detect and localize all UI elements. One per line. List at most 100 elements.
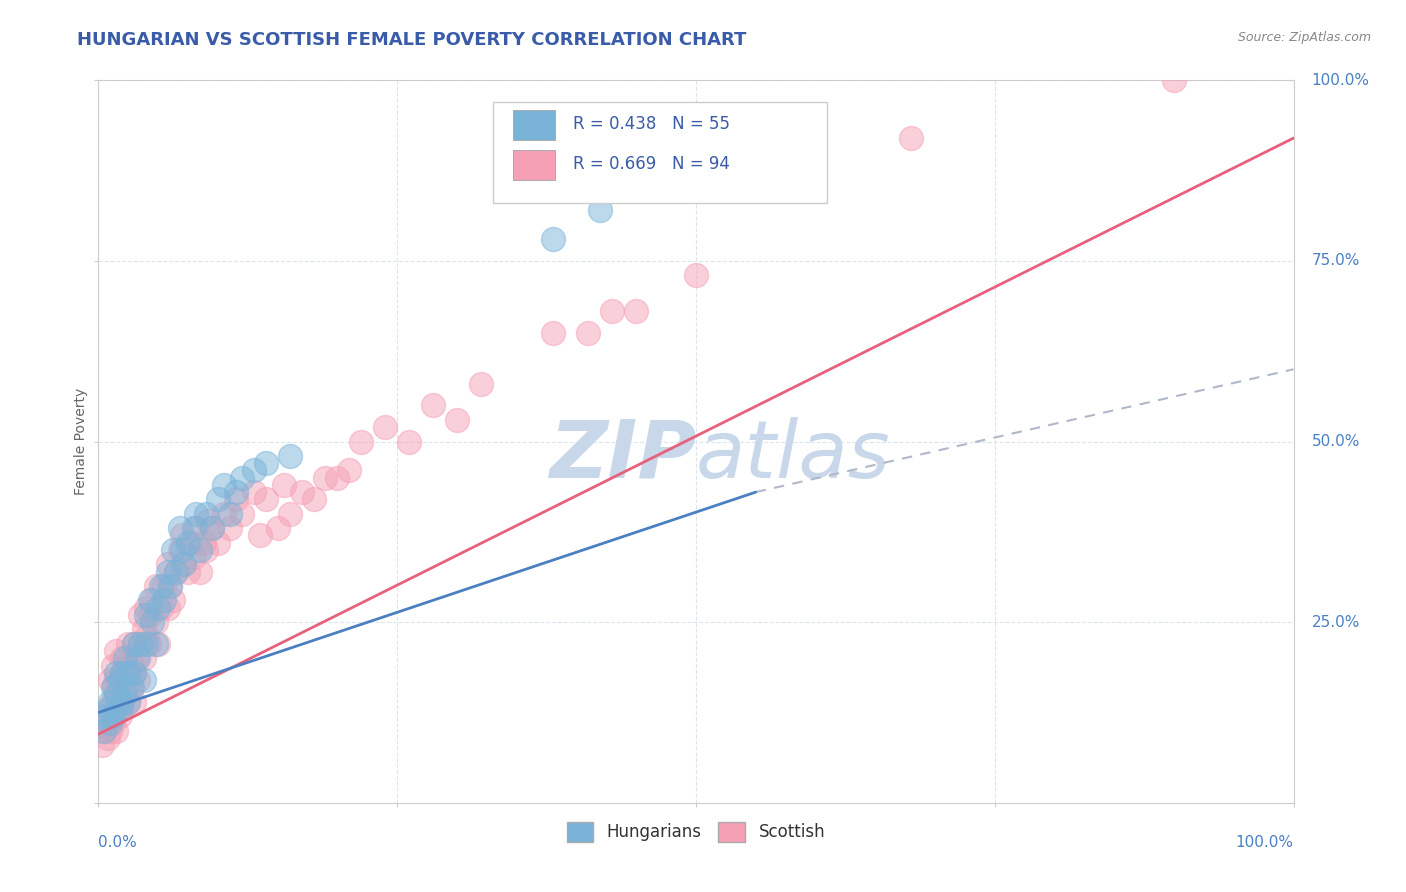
Point — [124, 665, 146, 680]
Text: R = 0.669   N = 94: R = 0.669 N = 94 — [572, 155, 730, 173]
Point — [111, 665, 134, 680]
Point — [101, 695, 124, 709]
Point — [422, 398, 444, 412]
Point — [141, 615, 163, 630]
Point — [231, 470, 253, 484]
Point — [121, 680, 143, 694]
Point — [129, 637, 152, 651]
Point — [141, 593, 163, 607]
Point — [186, 507, 208, 521]
Point — [219, 521, 242, 535]
Point — [114, 658, 136, 673]
Point — [114, 651, 136, 665]
Point — [138, 637, 160, 651]
Point — [231, 507, 253, 521]
Point — [111, 673, 134, 687]
Point — [193, 535, 215, 549]
Point — [121, 658, 143, 673]
Point — [177, 535, 200, 549]
Point — [302, 492, 325, 507]
Point — [139, 593, 162, 607]
Point — [124, 665, 146, 680]
Point — [108, 702, 131, 716]
Text: 50.0%: 50.0% — [1312, 434, 1360, 449]
Text: 100.0%: 100.0% — [1236, 835, 1294, 850]
Point — [145, 615, 167, 630]
Point — [101, 658, 124, 673]
Y-axis label: Female Poverty: Female Poverty — [75, 388, 89, 495]
Point — [117, 665, 139, 680]
Point — [132, 623, 155, 637]
Point — [105, 687, 128, 701]
Point — [243, 463, 266, 477]
Text: R = 0.438   N = 55: R = 0.438 N = 55 — [572, 115, 730, 133]
Point — [212, 507, 235, 521]
Point — [111, 651, 134, 665]
Point — [149, 600, 172, 615]
Point — [97, 702, 120, 716]
Point — [470, 376, 492, 391]
Point — [165, 565, 187, 579]
Text: 100.0%: 100.0% — [1312, 73, 1369, 87]
Point — [117, 695, 139, 709]
Point — [105, 644, 128, 658]
Point — [267, 521, 290, 535]
Point — [159, 579, 181, 593]
Point — [350, 434, 373, 449]
Point — [98, 716, 122, 731]
Point — [188, 542, 211, 557]
Point — [315, 470, 337, 484]
FancyBboxPatch shape — [513, 110, 555, 140]
Point — [180, 535, 202, 549]
Point — [169, 542, 191, 557]
Point — [124, 695, 146, 709]
Text: 75.0%: 75.0% — [1312, 253, 1360, 268]
Point — [172, 528, 194, 542]
Point — [249, 528, 271, 542]
Point — [201, 521, 224, 535]
Point — [135, 637, 157, 651]
Point — [98, 702, 122, 716]
Point — [129, 607, 152, 622]
Point — [374, 420, 396, 434]
Point — [124, 637, 146, 651]
Point — [129, 637, 152, 651]
Point — [114, 687, 136, 701]
Point — [326, 470, 349, 484]
Point — [117, 637, 139, 651]
Point — [145, 579, 167, 593]
Point — [291, 485, 314, 500]
Point — [207, 535, 229, 549]
Point — [900, 131, 922, 145]
Point — [98, 695, 122, 709]
Point — [91, 738, 114, 752]
Point — [105, 702, 128, 716]
Point — [127, 651, 149, 665]
Point — [339, 463, 361, 477]
Point — [173, 558, 195, 572]
Point — [111, 695, 134, 709]
Point — [278, 449, 301, 463]
Point — [93, 723, 115, 738]
Point — [97, 731, 120, 745]
Point — [96, 716, 118, 731]
Point — [159, 579, 181, 593]
Point — [98, 673, 122, 687]
Point — [685, 268, 707, 283]
Point — [105, 723, 128, 738]
Point — [105, 673, 128, 687]
Text: ZIP: ZIP — [548, 417, 696, 495]
Point — [114, 687, 136, 701]
Point — [195, 507, 218, 521]
Point — [541, 326, 564, 340]
Point — [602, 304, 624, 318]
Point — [96, 709, 118, 723]
Point — [398, 434, 420, 449]
Point — [139, 607, 162, 622]
Point — [120, 680, 142, 694]
Point — [578, 326, 600, 340]
Text: Source: ZipAtlas.com: Source: ZipAtlas.com — [1237, 31, 1371, 45]
Legend: Hungarians, Scottish: Hungarians, Scottish — [560, 815, 832, 848]
Point — [101, 716, 124, 731]
Point — [153, 579, 176, 593]
